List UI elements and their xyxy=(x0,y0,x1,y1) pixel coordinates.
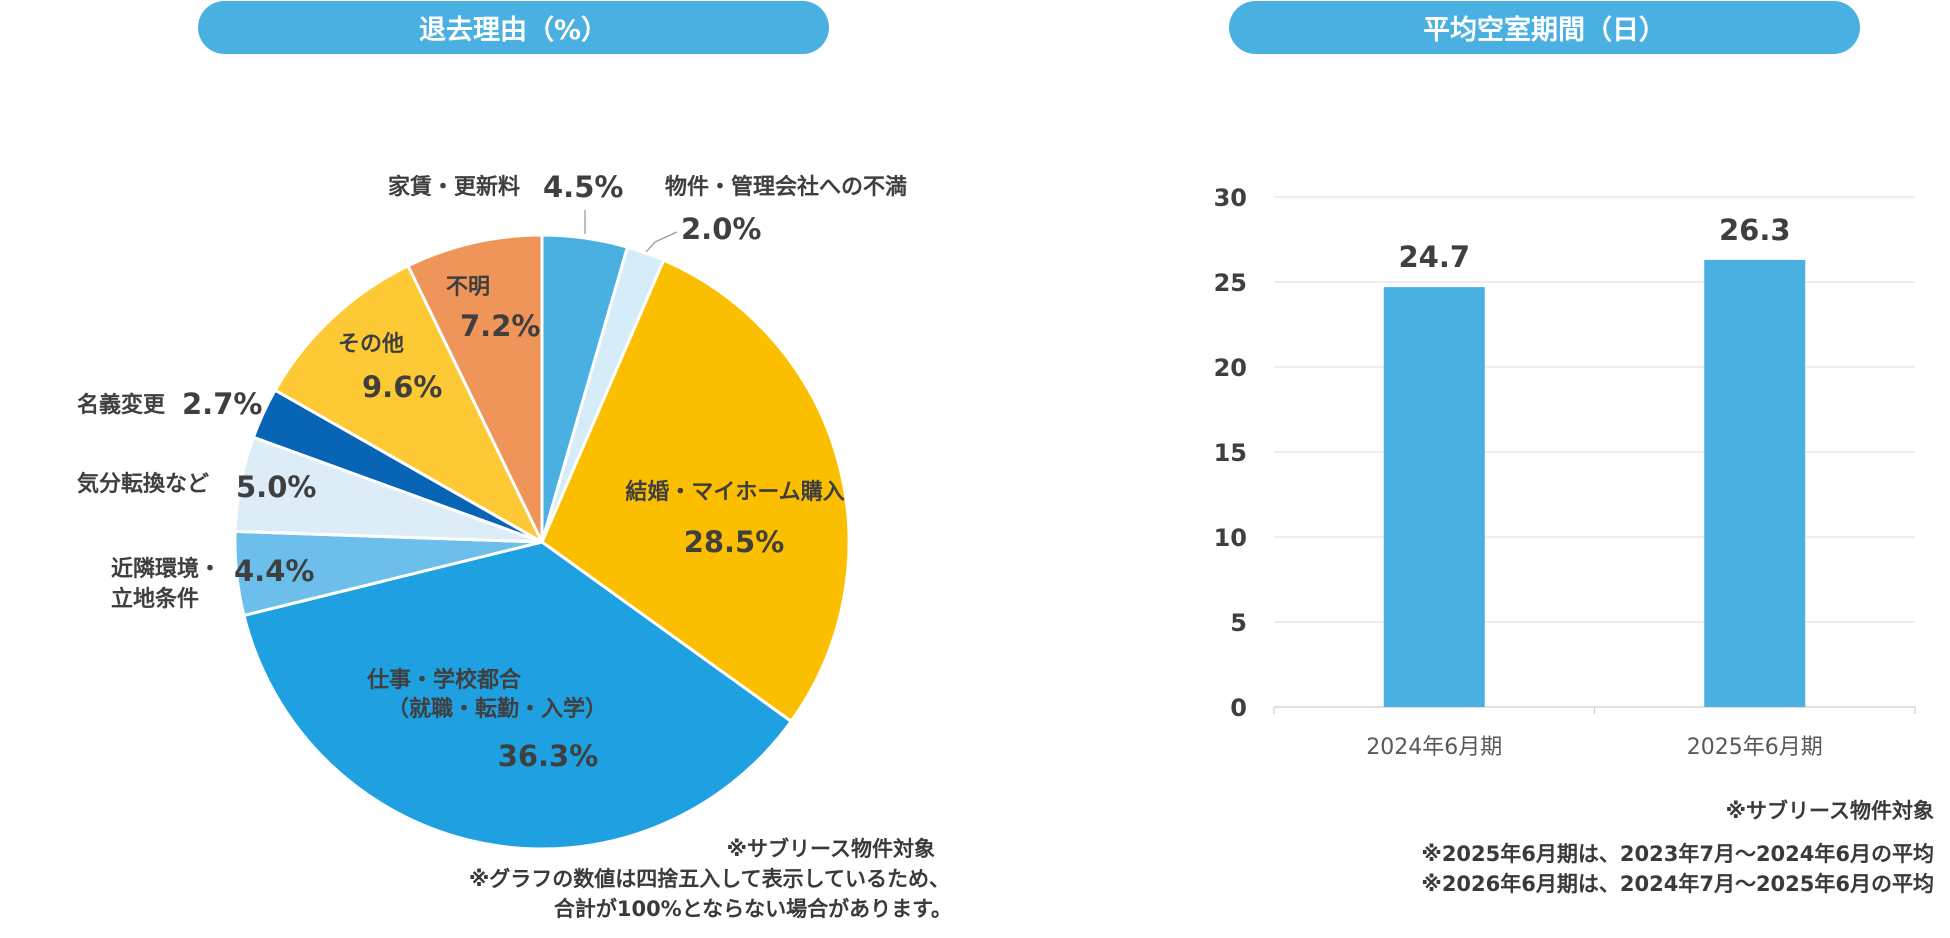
bar-ytick-label: 10 xyxy=(1214,524,1247,552)
pie-value-marriage: 28.5% xyxy=(684,525,785,559)
pie-slice-work xyxy=(242,540,793,851)
pie-value-other: 9.6% xyxy=(362,370,442,404)
bar-1 xyxy=(1383,287,1485,707)
bar-ytick-label: 5 xyxy=(1230,609,1247,637)
pie-value-dissatisfaction: 2.0% xyxy=(681,212,761,246)
pie-value-change: 5.0% xyxy=(236,470,316,504)
bar-note-3: ※2026年6月期は、2024年7月～2025年6月の平均 xyxy=(1421,872,1934,896)
pie-label-other: その他 xyxy=(338,332,404,357)
bar-note-2: ※2025年6月期は、2023年7月～2024年6月の平均 xyxy=(1421,842,1934,866)
pie-slice-marriage xyxy=(540,258,851,723)
bar-ytick-label: 30 xyxy=(1214,184,1247,212)
bar-value-label: 24.7 xyxy=(1398,240,1470,274)
pie-label-change: 気分転換など xyxy=(77,471,209,497)
pie-leader-line-dissatisfaction xyxy=(645,231,678,253)
bar-ytick-label: 20 xyxy=(1214,354,1247,382)
pie-label-neighborhood-line2: 立地条件 xyxy=(111,586,199,612)
bar-note-1: ※サブリース物件対象 xyxy=(1725,799,1934,823)
pie-value-neighborhood: 4.4% xyxy=(234,554,314,588)
pie-label-name-change: 名義変更 xyxy=(77,392,166,418)
pie-value-work: 36.3% xyxy=(498,739,599,773)
pie-label-work-line2: （就職・転勤・入学） xyxy=(387,696,607,722)
pie-label-marriage: 結婚・マイホーム購入 xyxy=(625,479,844,505)
pie-value-unknown: 7.2% xyxy=(460,309,540,343)
pie-note-1: ※サブリース物件対象 xyxy=(726,837,935,861)
pie-label-rent: 家賃・更新料 xyxy=(388,174,520,200)
pie-value-rent: 4.5% xyxy=(543,170,623,204)
pie-label-work-line1: 仕事・学校都合 xyxy=(366,667,522,693)
pie-note-3: 合計が100%とならない場合があります。 xyxy=(553,897,952,921)
bar-chart-title: 平均空室期間（日） xyxy=(1229,1,1860,54)
bar-category-label: 2024年6月期 xyxy=(1366,735,1502,760)
pie-label-dissatisfaction: 物件・管理会社への不満 xyxy=(665,174,907,200)
bar-value-label: 26.3 xyxy=(1719,213,1791,247)
pie-slice-other xyxy=(273,264,544,544)
pie-label-neighborhood-line1: 近隣環境・ xyxy=(111,556,221,582)
bar-ytick-label: 0 xyxy=(1230,694,1247,722)
bar-category-label: 2025年6月期 xyxy=(1687,735,1823,760)
pie-slice-unknown xyxy=(406,233,544,544)
pie-label-unknown: 不明 xyxy=(446,275,490,300)
pie-note-2: ※グラフの数値は四捨五入して表示しているため、 xyxy=(468,867,950,891)
pie-chart-title: 退去理由（%） xyxy=(198,1,829,54)
pie-value-name-change: 2.7% xyxy=(182,387,262,421)
bar-ytick-label: 15 xyxy=(1214,439,1247,467)
bar-ytick-label: 25 xyxy=(1214,269,1247,297)
bar-2 xyxy=(1704,259,1806,707)
